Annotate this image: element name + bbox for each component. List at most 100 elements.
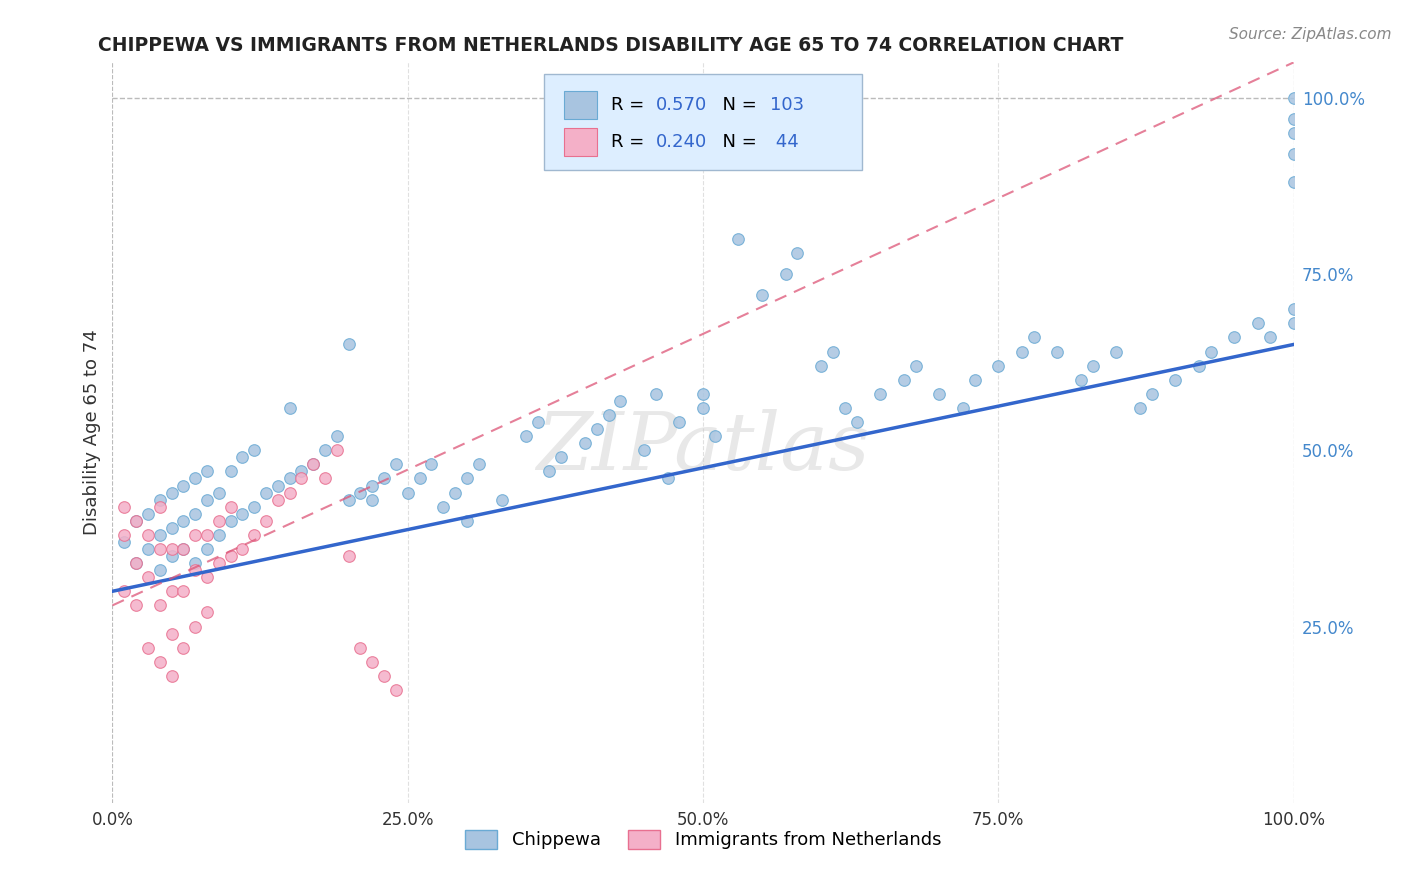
Point: [136, 640, 159, 655]
Point: [869, 387, 891, 401]
Point: [585, 422, 607, 436]
Point: [125, 556, 148, 570]
Point: [385, 683, 408, 698]
Point: [172, 640, 194, 655]
Point: [657, 471, 679, 485]
Point: [149, 500, 172, 514]
Point: [208, 514, 231, 528]
Point: [125, 514, 148, 528]
Point: [1258, 330, 1281, 344]
Text: N =: N =: [711, 133, 763, 151]
Point: [515, 429, 537, 443]
Point: [290, 464, 312, 478]
Point: [385, 458, 408, 472]
Text: 0.240: 0.240: [655, 133, 707, 151]
Point: [184, 528, 207, 542]
Text: R =: R =: [610, 133, 650, 151]
Point: [845, 415, 868, 429]
Point: [219, 500, 242, 514]
Point: [208, 485, 231, 500]
Point: [160, 626, 183, 640]
Point: [231, 541, 253, 556]
Point: [361, 478, 384, 492]
Point: [278, 471, 301, 485]
Point: [184, 471, 207, 485]
Y-axis label: Disability Age 65 to 74: Disability Age 65 to 74: [83, 330, 101, 535]
Point: [1188, 359, 1211, 373]
Point: [408, 471, 430, 485]
Point: [195, 492, 218, 507]
Point: [149, 541, 172, 556]
Point: [195, 570, 218, 584]
Text: N =: N =: [711, 95, 763, 113]
Point: [149, 655, 172, 669]
Point: [1129, 401, 1152, 415]
Point: [112, 528, 135, 542]
Point: [314, 443, 336, 458]
Text: 44: 44: [770, 133, 799, 151]
Point: [1282, 302, 1305, 317]
Point: [267, 492, 290, 507]
Point: [136, 541, 159, 556]
Point: [254, 514, 277, 528]
Point: [538, 464, 561, 478]
Point: [231, 450, 253, 465]
Point: [136, 507, 159, 521]
Point: [1140, 387, 1163, 401]
Text: R =: R =: [610, 95, 650, 113]
Point: [598, 408, 620, 422]
Point: [302, 458, 325, 472]
Point: [1282, 126, 1305, 140]
Point: [314, 471, 336, 485]
Point: [243, 528, 266, 542]
Point: [195, 464, 218, 478]
Point: [1070, 373, 1092, 387]
Point: [243, 443, 266, 458]
Point: [302, 458, 325, 472]
Point: [444, 485, 467, 500]
Text: 103: 103: [770, 95, 804, 113]
Point: [184, 563, 207, 577]
Point: [491, 492, 513, 507]
Point: [172, 541, 194, 556]
Point: [149, 528, 172, 542]
Point: [420, 458, 443, 472]
Point: [668, 415, 690, 429]
Point: [1282, 91, 1305, 105]
Bar: [564, 128, 596, 156]
Point: [160, 521, 183, 535]
Point: [1011, 344, 1033, 359]
Text: 0.570: 0.570: [655, 95, 707, 113]
Point: [349, 485, 371, 500]
Point: [821, 344, 844, 359]
Text: ZIPatlas: ZIPatlas: [536, 409, 870, 486]
Point: [1282, 175, 1305, 189]
Point: [112, 500, 135, 514]
Point: [1022, 330, 1045, 344]
Point: [160, 584, 183, 599]
Point: [751, 288, 773, 302]
Point: [550, 450, 572, 465]
Point: [195, 541, 218, 556]
Point: [1046, 344, 1069, 359]
Point: [775, 267, 797, 281]
Point: [219, 549, 242, 563]
Bar: [564, 91, 596, 119]
Point: [574, 436, 596, 450]
Point: [1247, 316, 1270, 330]
Point: [727, 232, 749, 246]
Point: [361, 655, 384, 669]
Point: [786, 245, 808, 260]
Point: [231, 507, 253, 521]
Point: [172, 584, 194, 599]
Point: [337, 337, 360, 351]
Point: [456, 514, 478, 528]
Point: [195, 606, 218, 620]
Point: [219, 464, 242, 478]
Point: [172, 541, 194, 556]
Point: [987, 359, 1010, 373]
Point: [290, 471, 312, 485]
Point: [278, 485, 301, 500]
Point: [1282, 147, 1305, 161]
Point: [810, 359, 832, 373]
